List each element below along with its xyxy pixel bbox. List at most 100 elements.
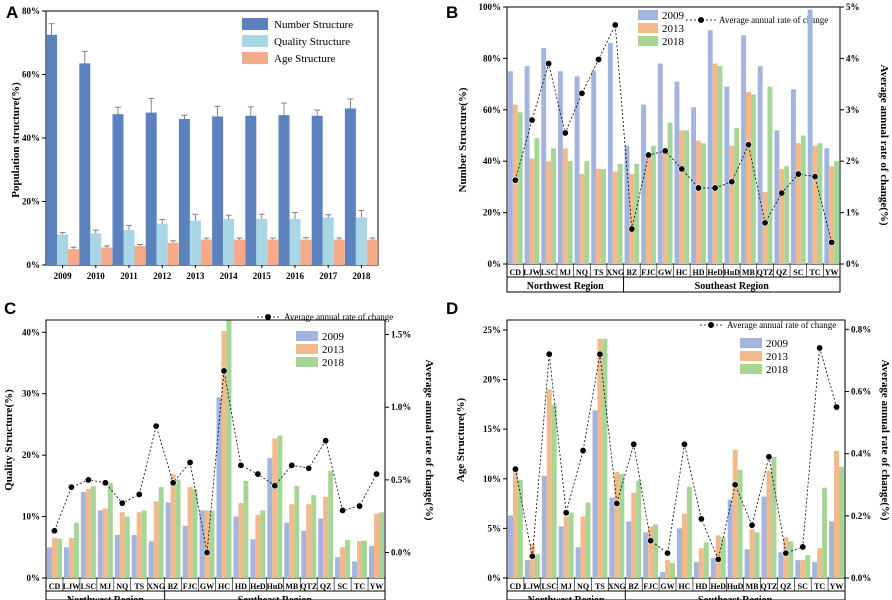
panel-c-category-label: GW (200, 582, 214, 591)
panel-b-rate-marker (828, 238, 836, 246)
panel-b-rate-marker (678, 165, 686, 173)
panel-a-xtick-label: 2017 (319, 271, 338, 281)
panel-b-rate-marker (694, 184, 702, 192)
panel-b-bar-2013 (762, 192, 768, 264)
panel-b-bar-2009 (824, 148, 830, 264)
legend-rate-marker (265, 314, 271, 320)
panel-d-bar-2013 (563, 516, 569, 578)
panel-c-bar-2009 (250, 539, 256, 578)
panel-b-bar-2009 (757, 66, 763, 264)
panel-b-bar-2013 (729, 145, 735, 264)
panel-c-category-label: YW (370, 582, 384, 591)
panel-d-bar-2018 (788, 541, 794, 578)
panel-c-bar-2013 (255, 514, 261, 578)
panel-c-ytick-label: 30% (22, 389, 40, 399)
panel-c-rate-marker (101, 479, 109, 487)
panel-d-bar-2018 (720, 537, 726, 578)
legend-label-2009: 2009 (662, 10, 685, 22)
panel-a-ytick-label: 80% (22, 6, 40, 16)
panel-c-category-label: SC (338, 582, 348, 591)
panel-d-bar-2013 (800, 560, 806, 578)
panel-c-rate-marker (220, 367, 228, 375)
panel-d-y2label: Average annual rate of change(%) (879, 359, 891, 520)
panel-d-category-label: GW (660, 582, 674, 591)
panel-b-bar-2013 (829, 166, 835, 264)
legend-label-2013: 2013 (322, 344, 345, 356)
panel-c-category-label: MJ (100, 582, 112, 591)
panel-d-rate-marker (528, 552, 536, 560)
legend-label-2013: 2013 (662, 23, 685, 35)
panel-b-rate-marker (661, 147, 669, 155)
legend-label-2018: 2018 (662, 36, 685, 48)
panel-c-bar-2009 (131, 535, 137, 578)
panel-a-bar-age-structure (366, 239, 378, 265)
panel-c-bar-2018 (294, 485, 300, 578)
panel-d-bar-2013 (834, 450, 840, 578)
panel-a-xtick-label: 2009 (54, 271, 73, 281)
panel-b-bar-2018 (734, 127, 740, 264)
panel-a-ytick-label: 20% (22, 197, 40, 207)
panel-c-y2tick-label: 1.5% (391, 330, 411, 340)
panel-c-bar-2018 (277, 435, 283, 578)
panel-b-bar-2009 (507, 71, 513, 264)
panel-a-bar-age-structure (101, 247, 113, 265)
panel-c-bar-2018 (362, 540, 368, 578)
panel-b-bar-2013 (779, 168, 785, 264)
panel-b-bar-2013 (512, 104, 518, 264)
panel-c-bar-2013 (374, 513, 380, 578)
panel-a-bar-age-structure (68, 249, 80, 265)
panel-d-bar-2013 (665, 560, 671, 578)
panel-c-ytick-label: 20% (22, 450, 40, 460)
panel-b-bar-2009 (557, 71, 563, 264)
panel-d-region-southeast: Southeast Region (698, 595, 773, 600)
legend-swatch-2009 (296, 331, 318, 341)
panel-c-region-northwest: Northwest Region (67, 595, 144, 600)
panel-c-bar-2018 (345, 539, 351, 578)
panel-c-rate-marker (67, 483, 75, 491)
panel-c-category-label: CD (49, 582, 61, 591)
panel-b-bar-2018 (517, 112, 523, 265)
panel-c-rate-marker (305, 464, 313, 472)
panel-b-rate-marker (578, 89, 586, 97)
panel-c-bar-2018 (175, 479, 181, 578)
panel-c-bar-2013 (136, 512, 142, 578)
panel-b-bar-2018 (551, 148, 556, 264)
legend-swatch-2013 (740, 351, 762, 361)
panel-c-bar-2009 (182, 525, 188, 578)
panel-d-bar-2009 (676, 528, 682, 578)
panel-d-bar-2009 (761, 496, 767, 578)
panel-d-bar-2018 (670, 563, 676, 578)
panel-b-category-label: HC (676, 268, 688, 277)
panel-c-bar-2018 (209, 510, 215, 578)
panel-d-rate-marker (664, 549, 672, 557)
panel-d-bar-2009 (795, 560, 801, 578)
panel-d-bar-2013 (648, 526, 654, 578)
panel-b-ytick-label: 20% (483, 208, 501, 218)
panel-d-bar-2009 (710, 558, 716, 578)
panel-b-bar-2018 (567, 161, 573, 264)
panel-b-rate-line (514, 23, 833, 243)
panel-a-bar-quality-structure (156, 223, 168, 265)
panel-a-bar-age-structure (333, 239, 345, 265)
panel-d-category-label: YW (830, 582, 844, 591)
panel-a-xtick-label: 2013 (186, 271, 205, 281)
panel-d-bar-2018 (822, 487, 828, 578)
panel-c-category-label: HC (218, 582, 230, 591)
panel-b-category-label: GW (658, 268, 672, 277)
panel-c-bar-2013 (357, 541, 363, 578)
panel-b-legend: 2009 2013 2018 Average annual rate of ch… (638, 10, 828, 48)
panel-d-bar-2018 (653, 524, 659, 578)
panel-c-y2tick-label: 0.5% (391, 475, 411, 485)
panel-a-bar-quality-structure (289, 218, 301, 265)
panel-c-rate-marker (288, 461, 296, 469)
panel-c-bar-2009 (63, 547, 69, 578)
panel-c-rate-marker (339, 506, 347, 514)
panel-a-bar-quality-structure (189, 220, 201, 265)
panel-b-bar-2018 (767, 86, 773, 264)
panel-d-bar-2009 (778, 552, 784, 578)
panel-d-frame (506, 319, 846, 579)
panel-b-y2tick-label: 3% (846, 105, 860, 115)
panel-d-bar-2018 (534, 554, 540, 578)
panel-d-category-label: FJC (643, 582, 658, 591)
panel-d-bar-2013 (614, 471, 620, 578)
